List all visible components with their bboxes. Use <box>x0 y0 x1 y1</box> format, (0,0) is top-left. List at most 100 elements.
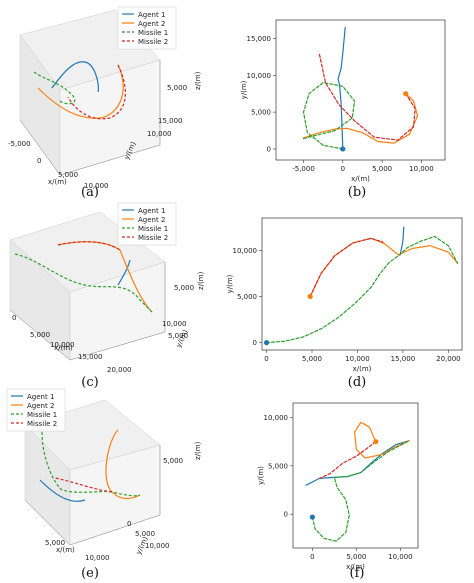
svg-text:z/(m): z/(m) <box>194 71 202 90</box>
panel-b-x-axis-label: x/(m) <box>351 175 370 183</box>
panel-d-missile1-line <box>265 235 459 344</box>
svg-text:10,000: 10,000 <box>147 130 172 138</box>
svg-text:5,000: 5,000 <box>168 332 188 340</box>
panel-d-x-axis-label: x/(m) <box>353 365 372 373</box>
panel-label-b: (b) <box>348 185 366 200</box>
panel-a-agent1-line <box>51 61 100 93</box>
panel-e-legend: Agent 1 Agent 2 Missile 1 Missile 2 <box>6 388 66 432</box>
svg-text:-5,000: -5,000 <box>8 140 31 148</box>
svg-text:5,000: 5,000 <box>30 331 50 339</box>
panel-b-y-axis-label: y/(m) <box>240 80 248 99</box>
panel-label-a: (a) <box>81 185 99 200</box>
panel-b-x-tick-label: -5,000 <box>292 165 315 173</box>
panel-f-x-tick-label: 5,000 <box>346 553 366 561</box>
svg-text:10,000: 10,000 <box>84 182 109 190</box>
panel-b-start-marker <box>403 91 409 97</box>
svg-text:x/(m): x/(m) <box>54 344 73 352</box>
svg-text:10,000: 10,000 <box>145 542 170 550</box>
panel-a-agent2-line <box>37 64 124 119</box>
svg-text:Agent 2: Agent 2 <box>138 20 165 28</box>
panel-e-missile1-line <box>41 431 141 497</box>
svg-text:Agent 1: Agent 1 <box>138 207 165 215</box>
panel-d-x-tick-label: 5,000 <box>302 355 322 363</box>
panel-f-x-tick-label: 10,000 <box>388 553 413 561</box>
panel-label-c: (c) <box>81 375 98 390</box>
panel-c-3d-plot <box>9 211 166 361</box>
panel-d-y-axis-label: y/(m) <box>226 274 234 293</box>
svg-text:5,000: 5,000 <box>58 171 78 179</box>
panel-d-y-tick-label: 5,000 <box>237 293 257 301</box>
panel-d-plot: 0 5,000 10,000 15,000 20,000 0 5,000 10,000 x/(m… <box>226 217 463 373</box>
panel-d-agent1-line <box>399 226 405 256</box>
panel-b-agent2-line <box>302 93 419 144</box>
panel-f-y-axis-label: y/(m) <box>257 466 265 485</box>
panel-f-missile1-line <box>311 440 410 542</box>
panel-b-missile2-line <box>318 52 416 141</box>
panel-d-start-marker <box>263 340 270 346</box>
panel-f-y-tick-label: 0 <box>284 511 288 519</box>
svg-text:Missile 2: Missile 2 <box>27 420 57 428</box>
panel-b-y-tick-label: 15,000 <box>247 35 272 43</box>
svg-text:10,000: 10,000 <box>85 554 110 562</box>
panel-d-x-tick-label: 20,000 <box>436 355 461 363</box>
panel-b-x-tick-label: 5,000 <box>372 165 392 173</box>
panel-b-start-marker <box>340 146 346 152</box>
panel-b-y-tick-label: 5,000 <box>251 109 271 117</box>
panel-f-agent2-line <box>354 421 410 459</box>
svg-text:x/(m): x/(m) <box>56 546 75 554</box>
svg-text:5,000: 5,000 <box>163 457 183 465</box>
panel-e-agent1-line <box>39 479 86 502</box>
panel-b-x-tick-label: 0 <box>341 165 345 173</box>
svg-text:Agent 2: Agent 2 <box>27 402 54 410</box>
svg-text:z/(m): z/(m) <box>197 271 205 290</box>
svg-text:Agent 1: Agent 1 <box>138 11 165 19</box>
panel-label-f: (f) <box>350 566 365 581</box>
panel-a-3d-ticks: -5,000 0 5,000 10,000 10,000 15,000 5,00… <box>8 71 202 190</box>
svg-text:10,000: 10,000 <box>50 341 75 349</box>
panel-a-missile2-line <box>67 64 126 120</box>
panel-d-x-tick-label: 0 <box>264 355 268 363</box>
svg-text:Missile 2: Missile 2 <box>138 234 168 242</box>
svg-text:Missile 1: Missile 1 <box>27 411 57 419</box>
panel-d-x-tick-label: 10,000 <box>345 355 370 363</box>
panel-c-legend: Agent 1 Agent 2 Missile 1 Missile 2 <box>117 202 177 246</box>
panel-f-x-tick-label: 0 <box>310 553 314 561</box>
panel-f-y-tick-label: 5,000 <box>268 462 288 470</box>
svg-text:Missile 2: Missile 2 <box>138 38 168 46</box>
svg-text:5,000: 5,000 <box>167 84 187 92</box>
svg-text:5,000: 5,000 <box>135 530 155 538</box>
panel-d-start-marker <box>307 293 313 300</box>
svg-text:5,000: 5,000 <box>45 539 65 547</box>
panel-c-missile1-line <box>14 253 153 313</box>
svg-text:0: 0 <box>37 157 41 165</box>
panel-a-missile1-line <box>33 71 76 105</box>
panel-b-plot: -5,000 0 5,000 10,000 0 5,000 10,000 15,000 x/(m… <box>240 19 446 183</box>
panel-d-missile2-line <box>309 237 384 298</box>
svg-text:Missile 1: Missile 1 <box>138 225 168 233</box>
svg-text:5,000: 5,000 <box>174 284 194 292</box>
panel-label-e: (e) <box>81 566 99 581</box>
svg-text:0: 0 <box>12 314 16 322</box>
panel-d-x-tick-label: 15,000 <box>391 355 416 363</box>
panel-b-y-tick-label: 10,000 <box>247 72 272 80</box>
panel-f-start-marker <box>373 439 379 445</box>
panel-b-x-tick-label: 10,000 <box>409 165 434 173</box>
svg-text:z/(m): z/(m) <box>194 441 202 460</box>
panel-f-plot: 0 5,000 10,000 0 5,000 10,000 x/(m) y/(m) <box>257 402 419 571</box>
panel-c-missile2-line <box>57 241 121 251</box>
panel-c-agent1-line <box>117 259 131 286</box>
svg-text:20,000: 20,000 <box>107 366 132 374</box>
panel-b-missile1-line <box>302 82 356 150</box>
svg-text:15,000: 15,000 <box>78 353 103 361</box>
svg-text:Agent 2: Agent 2 <box>138 216 165 224</box>
svg-text:0: 0 <box>127 520 131 528</box>
svg-text:10,000: 10,000 <box>162 320 187 328</box>
panel-label-d: (d) <box>348 375 366 390</box>
panel-c-3d-ticks: 0 5,000 10,000 15,000 20,000 5,000 10,00… <box>12 271 205 374</box>
svg-text:Missile 1: Missile 1 <box>138 29 168 37</box>
panel-b-agent1-line <box>337 26 346 150</box>
panel-d-y-tick-label: 10,000 <box>233 247 258 255</box>
svg-text:Agent 1: Agent 1 <box>27 393 54 401</box>
panel-b-axes-frame <box>275 19 446 161</box>
